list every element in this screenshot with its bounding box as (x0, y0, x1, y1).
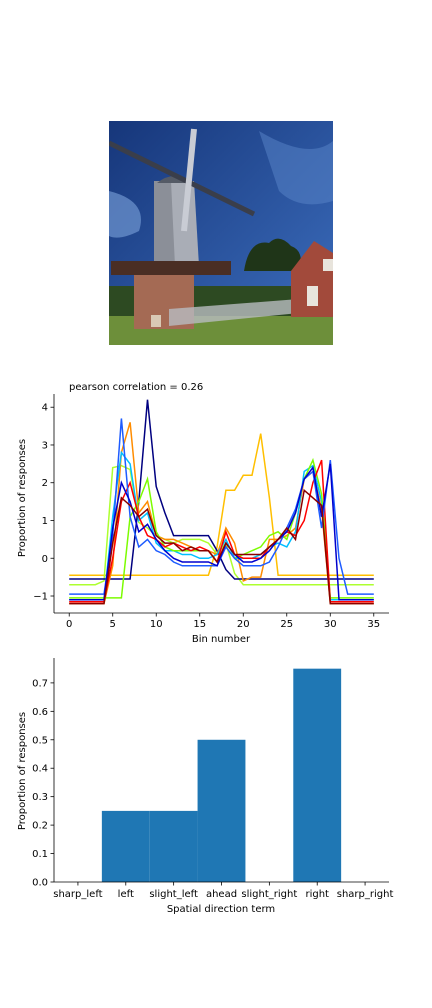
bar-right (293, 668, 342, 882)
x-tick-label: sharp_left (53, 889, 102, 900)
y-axis-label: Proportion of responses (17, 439, 28, 557)
y-tick-label: 0.5 (32, 735, 48, 746)
house-window (307, 286, 318, 306)
x-tick-label: slight_right (241, 889, 297, 900)
series-line-0 (69, 433, 374, 576)
x-tick-label: 15 (193, 619, 206, 630)
windmill-gallery (111, 261, 231, 275)
x-axis-label: Bin number (192, 634, 251, 645)
y-tick-label: 0.3 (32, 792, 48, 803)
series-line-8 (69, 463, 374, 601)
fence (169, 299, 299, 326)
series-line-9 (69, 488, 374, 605)
y-tick-label: −1 (33, 592, 48, 603)
windmill-sail (109, 140, 256, 217)
y-tick-label: 0 (42, 554, 48, 565)
x-tick-label: sharp_right (337, 889, 394, 900)
tree (244, 238, 301, 271)
y-tick-label: 3 (42, 440, 48, 451)
house-window-top (323, 259, 333, 271)
x-tick-label: left (118, 889, 134, 900)
chart-title: pearson correlation = 0.26 (69, 382, 203, 393)
x-axis-label: Spatial direction term (167, 904, 275, 915)
series-line-2 (69, 399, 374, 580)
y-tick-label: 0.0 (32, 878, 48, 889)
y-axis-label: Proportion of responses (17, 712, 28, 830)
x-tick-label: 30 (324, 619, 337, 630)
y-tick-label: 0.7 (32, 678, 48, 689)
bar-ahead (197, 739, 246, 882)
bar-chart: sharp_left left slight_left ahead slight_rig… (17, 658, 394, 915)
x-tick-label: 20 (237, 619, 250, 630)
x-tick-label: 25 (280, 619, 293, 630)
cloud-right (259, 131, 333, 205)
y-tick-label: 0.1 (32, 849, 48, 860)
x-tick-label: 0 (66, 619, 72, 630)
y-tick-label: 0.2 (32, 821, 48, 832)
x-tick-label: ahead (206, 889, 237, 900)
y-tick-label: 2 (42, 478, 48, 489)
x-tick-label: 5 (110, 619, 116, 630)
base-door (151, 315, 161, 327)
series-line-6 (69, 459, 374, 603)
x-tick-label: 35 (367, 619, 380, 630)
x-tick-label: slight_left (149, 889, 198, 900)
windmill-photo (109, 121, 333, 345)
x-tick-label: 10 (150, 619, 163, 630)
bar-left (101, 810, 150, 882)
y-tick-label: 0.6 (32, 707, 48, 718)
cloud (109, 191, 141, 238)
x-tick-label: right (305, 889, 329, 900)
y-tick-label: 4 (42, 403, 48, 414)
brick-house (291, 241, 333, 317)
y-tick-label: 1 (42, 516, 48, 527)
windmill-sail-vertical (181, 128, 197, 232)
bar-slight_left (149, 810, 198, 882)
y-tick-label: 0.4 (32, 764, 48, 775)
line-chart: pearson correlation = 0.26 0 5 10 15 20 25 30 3… (17, 382, 389, 645)
